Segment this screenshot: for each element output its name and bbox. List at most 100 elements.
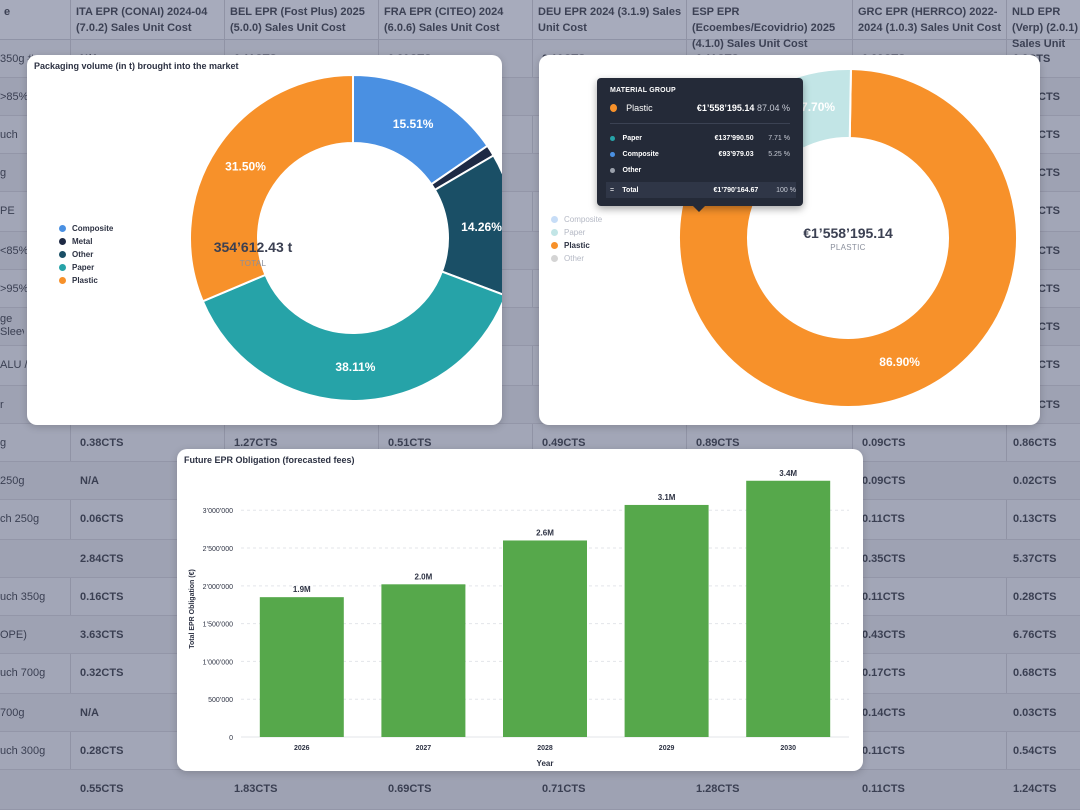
x-tick-label: 2027	[416, 745, 432, 752]
tooltip-pct: 7.71 %	[768, 134, 790, 142]
legend-item-composite[interactable]: Composite	[59, 222, 113, 235]
bar-chart: 0 500’000 1’000’000 1’500’000 2’000’000 2’500…	[189, 469, 849, 768]
legend-item-paper[interactable]: Paper	[551, 226, 602, 239]
legend-item-metal[interactable]: Metal	[59, 235, 113, 248]
x-axis-label: Year	[537, 759, 554, 768]
slice-label: 86.90%	[879, 355, 920, 369]
legend-dot-icon	[551, 255, 558, 262]
card-title: Future EPR Obligation (forecasted fees)	[184, 455, 355, 465]
legend-item-paper[interactable]: Paper	[59, 261, 113, 274]
table-cell: CTS	[1038, 205, 1060, 217]
bar-2028[interactable]	[503, 540, 587, 737]
tooltip-pct: 100 %	[776, 186, 796, 194]
slice-label: 14.26%	[461, 220, 502, 234]
table-cell: 0.11CTS	[862, 513, 905, 525]
legend-dot-icon	[59, 251, 66, 258]
table-cell: 0.32CTS	[80, 667, 124, 679]
bar-value-label: 3.1M	[658, 493, 676, 502]
y-tick-label: 1’500’000	[203, 622, 233, 629]
table-cell: 0.09CTS	[862, 475, 906, 487]
legend-dot-icon	[551, 216, 558, 223]
bar-value-label: 2.6M	[536, 528, 554, 537]
slice-label: 38.11%	[335, 360, 375, 374]
row-label: uch 300g	[0, 745, 46, 757]
table-cell: 1.27CTS	[234, 437, 278, 449]
legend-dot-icon	[59, 238, 66, 245]
card-title: Packaging volume (in t) brought into the…	[34, 61, 239, 71]
table-cell: CTS	[1038, 91, 1060, 103]
legend-item-other[interactable]: Other	[59, 248, 113, 261]
table-cell: 0.11CTS	[862, 591, 905, 603]
legend-dot-icon	[551, 229, 558, 236]
row-label: OPE)	[0, 629, 27, 641]
tooltip-name: Total	[622, 186, 639, 194]
table-header-cell: FRA EPR (CITEO) 2024 (6.0.6) Sales Unit …	[384, 6, 504, 34]
bar-2027[interactable]	[381, 584, 466, 737]
table-cell: 0.09CTS	[862, 437, 906, 449]
table-cell: 6.76CTS	[1013, 629, 1057, 641]
table-cell: 0.55CTS	[80, 783, 124, 795]
table-cell: 0.43CTS	[862, 629, 906, 641]
table-cell: 0.69CTS	[388, 783, 432, 795]
row-label: 250g	[0, 475, 25, 487]
table-row: 0.55CTS 1.83CTS 0.69CTS 0.71CTS 1.28CTS 0.11C…	[0, 770, 1080, 810]
legend-label: Metal	[72, 237, 93, 246]
legend: Composite Metal Other Paper Plastic	[59, 222, 113, 287]
table-cell: CTS	[1038, 167, 1060, 179]
legend-item-other[interactable]: Other	[551, 252, 602, 265]
legend: Composite Paper Plastic Other	[551, 213, 602, 265]
x-tick-label: 2028	[537, 745, 553, 752]
chart-tooltip: MATERIAL GROUP Plastic €1’558’195.14 87.…	[597, 78, 803, 212]
dot-icon	[610, 167, 615, 173]
table-header-cell: ITA EPR (CONAI) 2024-04 (7.0.2) Sales Un…	[76, 6, 208, 34]
legend-item-plastic[interactable]: Plastic	[59, 274, 113, 287]
legend-item-plastic[interactable]: Plastic	[551, 239, 602, 252]
tooltip-name: Plastic	[626, 103, 653, 113]
slice-other[interactable]	[433, 154, 502, 296]
table-cell: 0.03CTS	[1013, 707, 1057, 719]
legend-label: Other	[564, 254, 585, 263]
table-header-cell: BEL EPR (Fost Plus) 2025 (5.0.0) Sales U…	[230, 6, 365, 34]
row-label: uch 700g	[0, 667, 46, 679]
row-label: r	[0, 399, 4, 411]
slice-plastic[interactable]	[189, 73, 354, 303]
row-label: g	[0, 167, 7, 179]
slice-paper[interactable]	[201, 270, 502, 402]
table-header-cell: GRC EPR (HERRCO) 2022-2024 (1.0.3) Sales…	[858, 6, 1002, 34]
x-tick-label: 2030	[780, 745, 796, 752]
table-header-cell: ESP EPR (Ecoembes/Ecovidrio) 2025 (4.1.0…	[692, 6, 836, 50]
table-cell: 5.37CTS	[1013, 553, 1057, 565]
y-tick-label: 2’500’000	[203, 546, 233, 553]
table-cell: 0.38CTS	[80, 437, 124, 449]
row-label: g	[0, 437, 7, 449]
legend-item-composite[interactable]: Composite	[551, 213, 602, 226]
legend-label: Paper	[72, 263, 95, 272]
y-tick-label: 2’000’000	[203, 584, 233, 591]
table-header-cell: e	[4, 6, 11, 18]
tooltip-value: €1’790’164.67	[713, 186, 759, 194]
slice-label: 7.70%	[801, 100, 835, 114]
dot-icon	[610, 151, 615, 157]
bar-2029[interactable]	[624, 504, 709, 737]
bar-2030[interactable]	[746, 480, 831, 737]
table-cell: 0.16CTS	[80, 591, 124, 603]
row-label: 700g	[0, 707, 25, 719]
y-axis-label: Total EPR Obligation (€)	[189, 569, 196, 649]
y-tick-label: 500’000	[208, 697, 233, 704]
table-cell: CTS	[1038, 399, 1060, 411]
tooltip-row: Paper €137’990.50 7.71 %	[610, 130, 790, 146]
table-cell: 0.02CTS	[1013, 475, 1057, 487]
table-cell: CTS	[1038, 283, 1060, 295]
slice-label: 15.51%	[393, 117, 434, 131]
table-cell: 0.17CTS	[862, 667, 906, 679]
table-cell: 0.11CTS	[862, 745, 905, 757]
table-cell: 0.11CTS	[862, 783, 905, 795]
legend-dot-icon	[59, 225, 66, 232]
bar-2026[interactable]	[259, 597, 344, 737]
tooltip-main-row: Plastic €1’558’195.14 87.04 %	[610, 101, 790, 115]
table-cell: 0.13CTS	[1013, 513, 1057, 525]
plastic-dot-icon	[610, 104, 618, 112]
row-label: ALU /	[0, 359, 28, 371]
bar-value-label: 1.9M	[293, 585, 311, 594]
donut-chart: 15.51% 14.26% 38.11% 31.50%	[189, 73, 502, 402]
